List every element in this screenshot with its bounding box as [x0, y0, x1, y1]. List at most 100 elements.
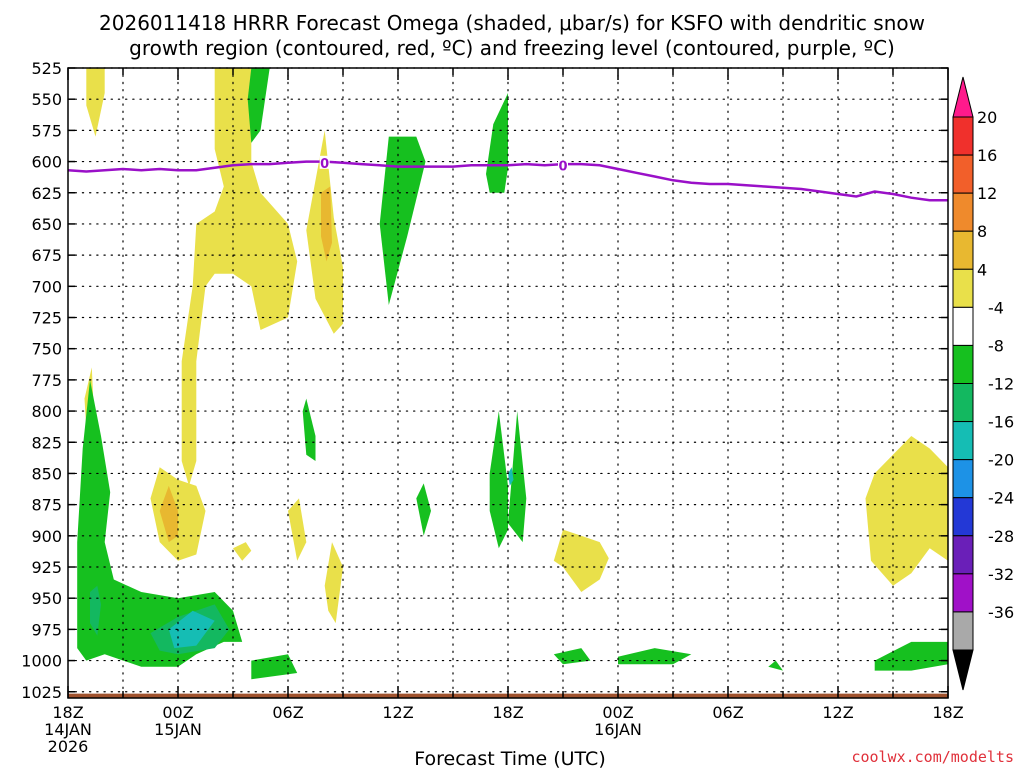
- contour-label-0: 0: [320, 157, 329, 172]
- omega-region-18: [553, 529, 609, 592]
- y-tick-label-1: 550: [31, 90, 62, 109]
- chart-title-line2: growth region (contoured, red, ºC) and f…: [129, 36, 895, 60]
- y-tick-label-17: 950: [31, 589, 62, 608]
- colorbar-box-7: [952, 383, 974, 423]
- y-tick-label-16: 925: [31, 558, 62, 577]
- x-tick-label-8-0: 18Z: [932, 703, 963, 722]
- x-tick-label-0-1: 14JAN: [44, 720, 92, 739]
- omega-region-13: [288, 498, 307, 561]
- y-tick-label-8: 725: [31, 309, 62, 328]
- colorbar-legend: 20 16 12 8 4-4 -8 -12 -16 -20 -24 -28 -32 -36: [952, 76, 1014, 691]
- colorbar-label-6: -8: [988, 336, 1004, 355]
- colorbar-label-0: 20: [977, 108, 997, 127]
- grid-lines: [67, 67, 949, 699]
- colorbar-box-11: [952, 535, 974, 575]
- contour-label-bg-0: [319, 155, 330, 169]
- colorbar-box-1: [952, 154, 974, 194]
- omega-region-4: [247, 68, 270, 143]
- x-tick-label-7-0: 12Z: [822, 703, 853, 722]
- omega-region-3: [321, 186, 332, 262]
- omega-region-1: [181, 68, 298, 486]
- colorbar-box-2: [952, 192, 974, 232]
- credit-text: coolwx.com/modelts: [851, 748, 1014, 766]
- omega-region-28: [874, 641, 948, 671]
- y-tick-label-5: 650: [31, 215, 62, 234]
- x-axis-label: Forecast Time (UTC): [414, 748, 605, 768]
- omega-region-15: [416, 483, 431, 536]
- colorbar-box-10: [952, 497, 974, 537]
- y-tick-label-11: 800: [31, 402, 62, 421]
- omega-region-11: [159, 485, 178, 543]
- omega-region-8: [489, 411, 508, 549]
- colorbar-label-3: 8: [977, 222, 987, 241]
- colorbar-bottom-arrow: [952, 649, 974, 691]
- colorbar-box-12: [952, 573, 974, 613]
- colorbar-label-9: -20: [988, 451, 1014, 470]
- colorbar-label-7: -12: [988, 375, 1014, 394]
- omega-region-16: [508, 411, 527, 543]
- colorbar-box-8: [952, 421, 974, 461]
- x-tick-label-3-0: 12Z: [382, 703, 413, 722]
- x-tick-label-2-0: 06Z: [272, 703, 303, 722]
- y-tick-label-3: 600: [31, 153, 62, 172]
- colorbar-label-2: 12: [977, 184, 997, 203]
- colorbar-box-4: [952, 268, 974, 308]
- x-tick-label-4-0: 18Z: [492, 703, 523, 722]
- y-tick-label-12: 825: [31, 433, 62, 452]
- colorbar-label-5: -4: [988, 298, 1004, 317]
- colorbar-label-12: -32: [988, 565, 1014, 584]
- colorbar-label-1: 16: [977, 146, 997, 165]
- y-tick-label-7: 700: [31, 277, 62, 296]
- contour-label-1: 0: [558, 159, 567, 174]
- colorbar-box-5: [952, 306, 974, 346]
- colorbar-box-3: [952, 230, 974, 270]
- omega-region-25: [553, 648, 591, 665]
- x-tick-label-1-1: 15JAN: [154, 720, 202, 739]
- y-tick-label-18: 975: [31, 620, 62, 639]
- chart-title-line1: 2026011418 HRRR Forecast Omega (shaded, …: [99, 11, 925, 35]
- x-tick-label-5-0: 00Z: [602, 703, 633, 722]
- x-tick-label-0-0: 18Z: [52, 703, 83, 722]
- omega-region-12: [233, 542, 252, 561]
- y-tick-label-4: 625: [31, 184, 62, 203]
- omega-region-17: [508, 467, 514, 486]
- y-tick-label-15: 900: [31, 527, 62, 546]
- freezing-level-line: [67, 160, 948, 202]
- y-tick-label-20: 1025: [21, 683, 62, 702]
- y-tick-label-6: 675: [31, 246, 62, 265]
- x-tick-label-0-2: 2026: [48, 737, 89, 756]
- y-tick-label-2: 575: [31, 121, 62, 140]
- omega-region-14: [324, 542, 343, 624]
- colorbar-label-4: 4: [977, 260, 987, 279]
- y-tick-label-9: 750: [31, 340, 62, 359]
- y-tick-label-19: 1000: [21, 652, 62, 671]
- y-axis-ticks: 525 550 575 600 625 650 675 700 725 750 775 800 825 8…: [21, 59, 948, 702]
- colorbar-label-8: -16: [988, 413, 1014, 432]
- y-tick-label-0: 525: [31, 59, 62, 78]
- colorbar-box-9: [952, 459, 974, 499]
- omega-shaded-regions: [77, 68, 948, 680]
- y-tick-label-10: 775: [31, 371, 62, 390]
- x-tick-label-1-0: 00Z: [162, 703, 193, 722]
- omega-region-7: [302, 398, 316, 461]
- colorbar-box-6: [952, 344, 974, 384]
- omega-region-19: [865, 436, 948, 586]
- colorbar-label-11: -28: [988, 527, 1014, 546]
- omega-region-6: [486, 93, 508, 193]
- colorbar-label-10: -24: [988, 489, 1014, 508]
- colorbar-box-0: [952, 116, 974, 156]
- colorbar-label-13: -36: [988, 603, 1014, 622]
- x-tick-label-5-1: 16JAN: [594, 720, 642, 739]
- x-tick-label-6-0: 06Z: [712, 703, 743, 722]
- colorbar-box-13: [952, 611, 974, 651]
- y-tick-label-14: 875: [31, 496, 62, 515]
- omega-region-5: [379, 136, 426, 305]
- y-tick-label-13: 850: [31, 464, 62, 483]
- omega-region-0: [86, 68, 105, 137]
- omega-region-27: [768, 660, 783, 671]
- contour-label-bg-1: [558, 158, 568, 172]
- omega-region-20: [77, 379, 243, 667]
